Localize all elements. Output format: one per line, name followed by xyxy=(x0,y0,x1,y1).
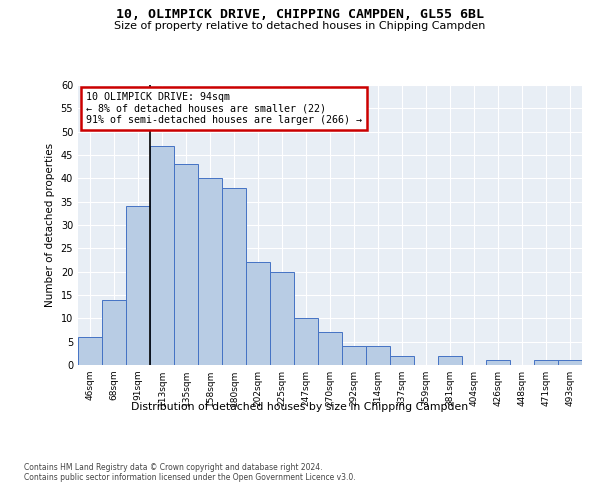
Bar xyxy=(390,356,414,365)
Bar xyxy=(294,318,318,365)
Y-axis label: Number of detached properties: Number of detached properties xyxy=(45,143,55,307)
Bar xyxy=(486,360,510,365)
Bar xyxy=(78,337,102,365)
Bar xyxy=(438,356,462,365)
Text: Contains HM Land Registry data © Crown copyright and database right 2024.: Contains HM Land Registry data © Crown c… xyxy=(24,462,323,471)
Bar xyxy=(342,346,366,365)
Bar xyxy=(102,300,126,365)
Bar xyxy=(246,262,270,365)
Text: Size of property relative to detached houses in Chipping Campden: Size of property relative to detached ho… xyxy=(115,21,485,31)
Bar xyxy=(318,332,342,365)
Text: Distribution of detached houses by size in Chipping Campden: Distribution of detached houses by size … xyxy=(131,402,469,412)
Bar xyxy=(558,360,582,365)
Text: 10 OLIMPICK DRIVE: 94sqm
← 8% of detached houses are smaller (22)
91% of semi-de: 10 OLIMPICK DRIVE: 94sqm ← 8% of detache… xyxy=(86,92,362,125)
Bar xyxy=(366,346,390,365)
Bar xyxy=(534,360,558,365)
Bar xyxy=(150,146,174,365)
Text: 10, OLIMPICK DRIVE, CHIPPING CAMPDEN, GL55 6BL: 10, OLIMPICK DRIVE, CHIPPING CAMPDEN, GL… xyxy=(116,8,484,20)
Text: Contains public sector information licensed under the Open Government Licence v3: Contains public sector information licen… xyxy=(24,472,356,482)
Bar xyxy=(198,178,222,365)
Bar xyxy=(126,206,150,365)
Bar xyxy=(270,272,294,365)
Bar xyxy=(174,164,198,365)
Bar xyxy=(222,188,246,365)
